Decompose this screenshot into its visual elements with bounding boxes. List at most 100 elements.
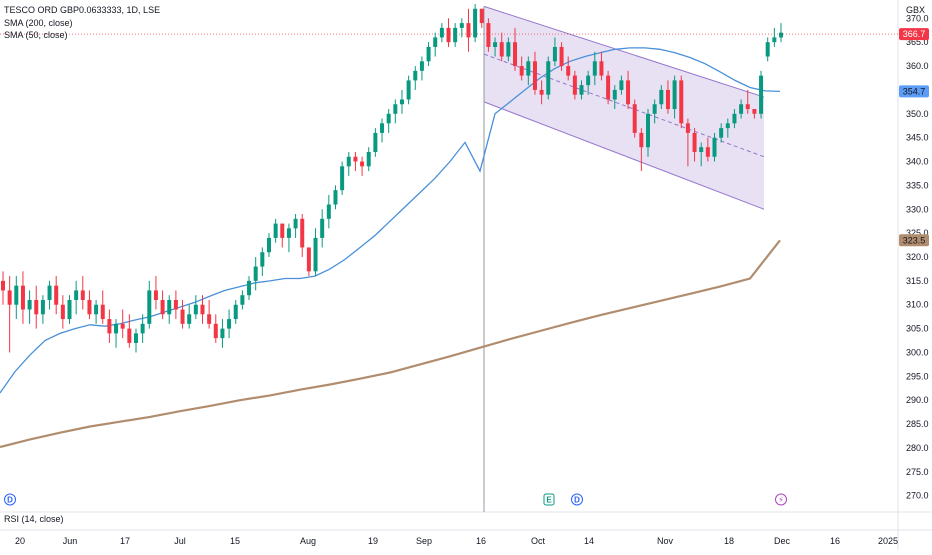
candle xyxy=(40,295,45,324)
candle-body xyxy=(74,290,79,300)
candle xyxy=(200,295,205,324)
candle-body xyxy=(213,323,218,339)
candle xyxy=(672,75,677,119)
candle-body xyxy=(692,132,697,152)
y-tick-label: 320.0 xyxy=(906,252,929,262)
y-tick-label: 370.0 xyxy=(906,13,929,23)
candle-body xyxy=(380,123,385,133)
candle xyxy=(406,75,411,105)
sma200-line xyxy=(0,239,781,449)
candle xyxy=(586,70,591,95)
candle-body xyxy=(47,285,52,300)
candle-body xyxy=(286,228,291,238)
symbol-title[interactable]: TESCO ORD GBP0.0633333, 1D, LSE xyxy=(4,5,161,15)
candle xyxy=(459,18,464,38)
candle-body xyxy=(473,8,478,38)
candle xyxy=(306,247,311,277)
candle xyxy=(260,247,265,277)
event-marker-label: E xyxy=(546,496,552,505)
candle-body xyxy=(140,323,145,334)
channel-fill xyxy=(484,6,764,210)
candle-body xyxy=(247,280,252,296)
candle xyxy=(579,80,584,100)
candle xyxy=(692,128,697,162)
candle-body xyxy=(779,32,783,38)
channel-mid xyxy=(483,53,765,158)
x-tick-label: 15 xyxy=(230,536,240,546)
candle-body xyxy=(133,333,138,343)
candle xyxy=(54,276,59,315)
candle-body xyxy=(160,299,165,315)
candle-body xyxy=(300,218,305,248)
candle-body xyxy=(732,113,737,124)
candle-body xyxy=(107,319,112,334)
candle xyxy=(719,123,724,143)
candle xyxy=(280,223,285,248)
y-tick-label: 280.0 xyxy=(906,443,929,453)
candle-body xyxy=(426,46,431,62)
candle-body xyxy=(80,290,85,300)
candle-body xyxy=(433,37,438,47)
candle-body xyxy=(320,218,325,238)
candle xyxy=(572,70,577,100)
candle-body xyxy=(659,89,664,105)
indicator-sma200-label[interactable]: SMA (200, close) xyxy=(4,18,73,28)
y-tick-label: 300.0 xyxy=(906,347,929,357)
candle xyxy=(619,75,624,95)
candle-body xyxy=(646,113,651,148)
candle xyxy=(685,118,690,167)
x-tick-label: 16 xyxy=(476,536,486,546)
candle-body xyxy=(67,299,72,320)
candle-body xyxy=(506,42,511,57)
candle-body xyxy=(386,113,391,124)
candle-body xyxy=(1,280,5,291)
candle-body xyxy=(772,37,777,43)
candle xyxy=(380,118,385,143)
candle-body xyxy=(712,137,717,157)
candle xyxy=(220,319,225,348)
candle-body xyxy=(606,75,611,100)
candle xyxy=(140,314,145,343)
indicator-sma50-label[interactable]: SMA (50, close) xyxy=(4,30,68,40)
candle xyxy=(639,128,644,172)
candle-body xyxy=(20,285,25,310)
x-tick-label: 19 xyxy=(368,536,378,546)
candle-body xyxy=(54,285,59,305)
candle-body xyxy=(679,80,684,124)
candle xyxy=(14,276,19,320)
candle xyxy=(87,290,92,320)
candle xyxy=(180,299,185,329)
y-tick-label: 330.0 xyxy=(906,204,929,214)
x-tick-label: Oct xyxy=(531,536,546,546)
candle xyxy=(506,37,511,62)
candle-body xyxy=(393,104,398,114)
y-tick-label: 285.0 xyxy=(906,419,929,429)
candle-body xyxy=(167,299,172,315)
candle xyxy=(632,99,637,138)
candle-body xyxy=(399,99,404,105)
event-marker-bg xyxy=(4,493,16,506)
x-tick-label: Jun xyxy=(63,536,78,546)
candle-body xyxy=(27,299,32,310)
rsi-label[interactable]: RSI (14, close) xyxy=(4,514,64,524)
candle-body xyxy=(453,27,458,43)
candle-body xyxy=(127,328,132,343)
y-tick-label: 295.0 xyxy=(906,371,929,381)
candle xyxy=(652,99,657,124)
candle-body xyxy=(586,75,591,86)
candle-body xyxy=(220,328,225,339)
candle xyxy=(253,257,258,291)
candle-body xyxy=(519,66,524,76)
candle xyxy=(373,128,378,157)
candle-body xyxy=(459,23,464,28)
candle-body xyxy=(439,27,444,38)
x-tick-label: 20 xyxy=(15,536,25,546)
candle-body xyxy=(739,104,744,114)
candle-body xyxy=(765,42,770,57)
candle-body xyxy=(759,75,764,114)
candle xyxy=(366,147,371,172)
candle-body xyxy=(7,290,12,305)
candle-body xyxy=(599,61,604,76)
last-price-badge-bg xyxy=(899,28,929,41)
